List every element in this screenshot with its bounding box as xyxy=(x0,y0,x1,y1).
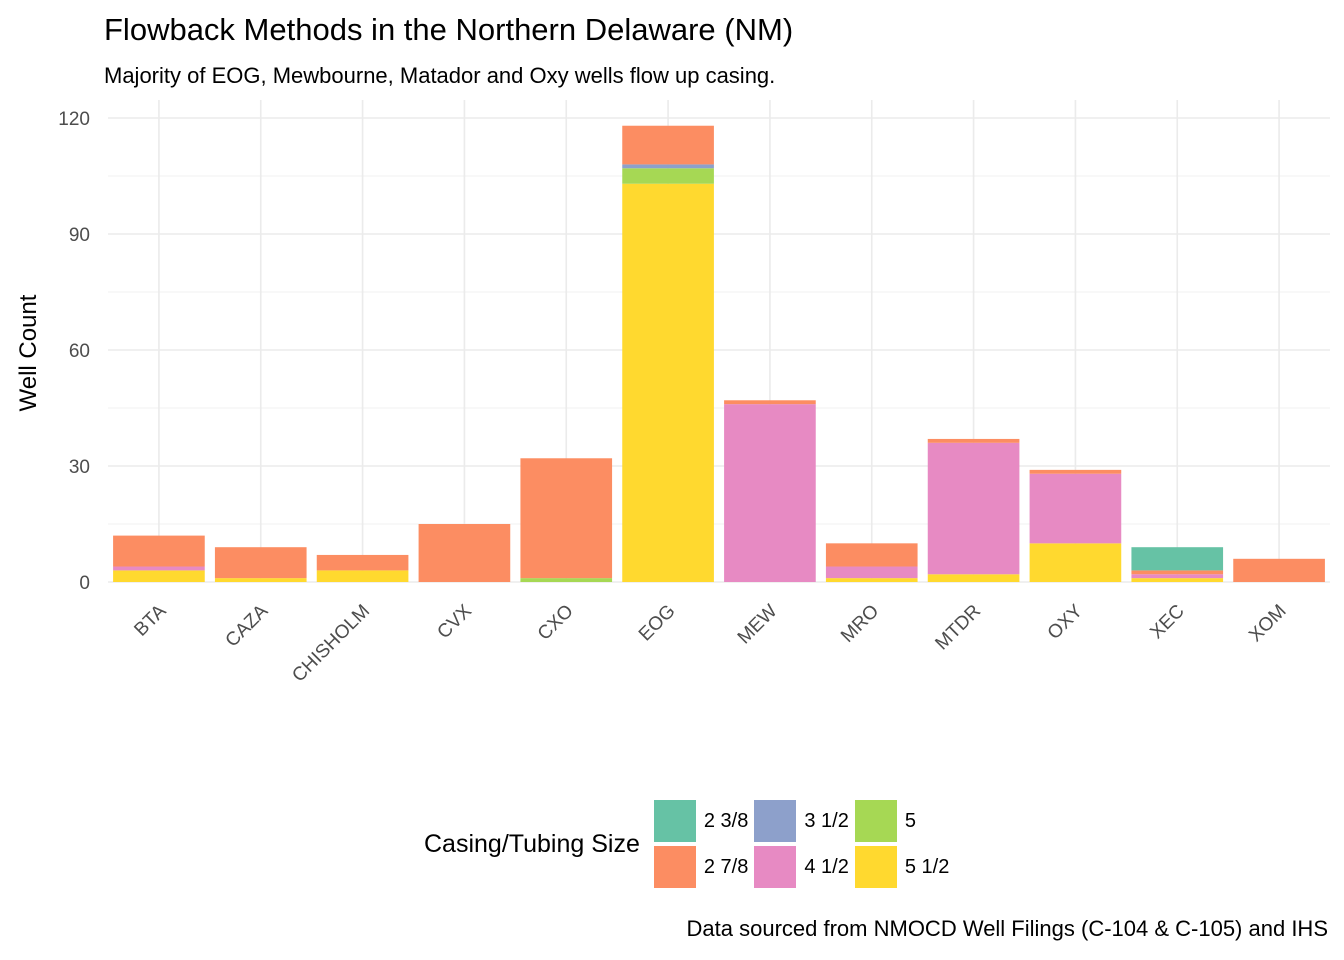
bar-segment xyxy=(1131,578,1224,582)
bar-segment xyxy=(418,524,511,582)
x-axis-ticks: BTA CAZA CHISHOLM CVX CXO EOG MEW MRO MTDR OXY XEC… xyxy=(130,600,1290,686)
bar-segment xyxy=(214,547,307,579)
legend-items: 2 3/8 3 1/2 5 2 7/8 4 1/2 5 1/2 xyxy=(652,798,953,890)
bar-segment xyxy=(1029,473,1122,544)
chart-title: Flowback Methods in the Northern Delawar… xyxy=(104,12,794,47)
bar-segment xyxy=(1131,574,1224,579)
bar-segment xyxy=(113,535,205,567)
grid xyxy=(108,100,1330,583)
y-tick-label: 0 xyxy=(79,573,90,594)
x-tick-label: BTA xyxy=(130,600,170,640)
bar-segment xyxy=(316,570,409,582)
legend-label: 3 1/2 xyxy=(804,809,849,832)
x-tick-label: MEW xyxy=(734,601,782,649)
bar-segment xyxy=(1233,558,1325,582)
bar-segment xyxy=(724,400,816,405)
legend-swatch xyxy=(653,800,696,842)
bar-segment xyxy=(622,183,714,582)
bar-segment xyxy=(927,438,1020,443)
legend-swatch xyxy=(854,800,897,842)
bar-segment xyxy=(113,566,205,571)
y-tick-label: 60 xyxy=(69,341,90,362)
bar-segment xyxy=(825,578,918,582)
y-axis-label: Well Count xyxy=(15,294,42,411)
bar-segment xyxy=(1029,469,1122,474)
legend-label: 2 7/8 xyxy=(703,855,749,878)
legend-label: 4 1/2 xyxy=(804,855,849,878)
bar-segment xyxy=(316,554,409,571)
x-tick-label: CAZA xyxy=(222,600,273,651)
x-tick-label: CHISHOLM xyxy=(288,601,374,687)
legend: Casing/Tubing Size 2 3/8 3 1/2 5 2 7/8 4 1/2… xyxy=(424,798,953,890)
legend-item: 3 1/2 xyxy=(752,798,849,844)
legend-label: 2 3/8 xyxy=(703,809,749,832)
x-tick-label: XOM xyxy=(1245,601,1290,646)
y-axis-ticks: 0 30 60 90 120 xyxy=(58,109,90,594)
bar-segment xyxy=(520,458,613,579)
legend-title: Casing/Tubing Size xyxy=(424,829,640,858)
x-tick-label: MTDR xyxy=(931,601,985,655)
bar-segment xyxy=(1029,543,1122,582)
bar-segment xyxy=(622,125,714,165)
x-tick-label: OXY xyxy=(1044,600,1087,643)
legend-item: 4 1/2 xyxy=(752,844,849,890)
legend-label: 5 1/2 xyxy=(904,855,950,878)
bar-segment xyxy=(113,570,205,582)
legend-item: 5 1/2 xyxy=(853,844,949,890)
chart-caption: Data sourced from NMOCD Well Filings (C-… xyxy=(686,916,1328,941)
legend-item: 2 3/8 xyxy=(652,798,748,844)
legend-item: 2 7/8 xyxy=(652,844,748,890)
bar-chart: 0 30 60 90 120 BTA CAZA CHISHOLM CVX CXO EOG MEW MR… xyxy=(15,100,1330,686)
legend-label: 5 xyxy=(904,809,916,832)
legend-swatch xyxy=(854,846,897,888)
bar-segment xyxy=(1131,570,1224,575)
y-tick-label: 120 xyxy=(58,109,90,130)
y-tick-label: 90 xyxy=(69,225,90,246)
bar-segment xyxy=(520,578,613,582)
x-tick-label: MRO xyxy=(837,601,883,647)
bar-segment xyxy=(724,404,816,582)
bar-segment xyxy=(927,442,1020,575)
legend-item: 5 xyxy=(853,798,949,844)
bar-segment xyxy=(825,543,918,567)
bar-segment xyxy=(622,168,714,184)
chart-subtitle: Majority of EOG, Mewbourne, Matador and … xyxy=(104,63,776,88)
bar-segment xyxy=(1131,547,1224,571)
x-tick-label: CVX xyxy=(433,600,476,643)
bars xyxy=(113,125,1325,582)
legend-swatch xyxy=(754,846,797,888)
bar-segment xyxy=(825,566,918,579)
x-tick-label: EOG xyxy=(635,601,680,646)
x-tick-label: CXO xyxy=(534,601,578,645)
y-tick-label: 30 xyxy=(69,457,90,478)
legend-swatch xyxy=(653,846,696,888)
bar-segment xyxy=(927,574,1020,582)
bar-segment xyxy=(214,578,307,582)
bar-segment xyxy=(622,164,714,169)
x-tick-label: XEC xyxy=(1146,601,1188,643)
legend-swatch xyxy=(754,800,797,842)
